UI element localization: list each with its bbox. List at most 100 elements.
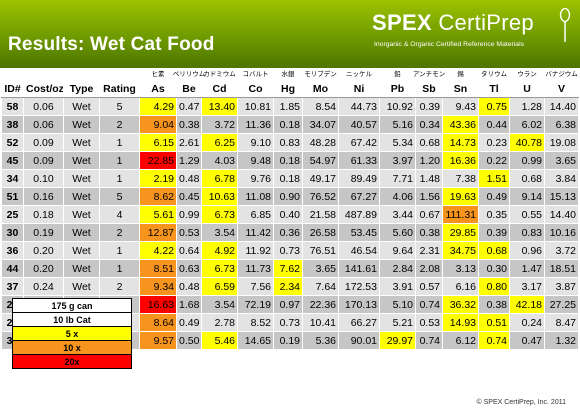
sample-id-cell: 52	[1, 133, 24, 152]
table-cell: 0.49	[176, 313, 202, 332]
table-cell: 43.36	[442, 115, 479, 134]
table-cell: 6.25	[201, 133, 238, 152]
table-cell: Wet	[63, 205, 100, 224]
header-banner: Results: Wet Cat Food SPEX CertiPrep Ino…	[0, 0, 580, 68]
table-cell: 0.18	[273, 151, 303, 170]
table-cell: 1.28	[509, 97, 545, 116]
table-cell: Wet	[63, 169, 100, 188]
table-cell: 3.87	[544, 277, 579, 296]
table-cell: 1	[99, 259, 140, 278]
sample-id-cell: 36	[1, 241, 24, 260]
table-cell: 1.20	[415, 151, 443, 170]
table-cell: 0.16	[23, 187, 64, 206]
legend-item: 10 x	[12, 340, 132, 355]
table-cell: 14.40	[544, 205, 579, 224]
table-cell: 0.74	[415, 331, 443, 350]
table-cell: 22.36	[302, 295, 339, 314]
table-cell: 0.80	[478, 277, 510, 296]
table-cell: 67.42	[338, 133, 380, 152]
table-cell: 0.57	[415, 277, 443, 296]
table-cell: 1.56	[415, 187, 443, 206]
column-header: Hg	[273, 79, 303, 98]
column-header: Rating	[99, 79, 140, 98]
table-cell: 7.56	[237, 277, 274, 296]
table-cell: 10.41	[302, 313, 339, 332]
table-cell: 0.39	[415, 97, 443, 116]
table-cell: 0.53	[415, 313, 443, 332]
table-cell: 5	[99, 187, 140, 206]
table-cell: 8.51	[139, 259, 177, 278]
table-cell: 1.85	[273, 97, 303, 116]
column-header: Type	[63, 79, 100, 98]
table-cell: 4	[99, 205, 140, 224]
table-cell: 0.19	[23, 223, 64, 242]
table-cell: 29.85	[442, 223, 479, 242]
table-cell: 6.12	[442, 331, 479, 350]
column-header: Mo	[302, 79, 339, 98]
table-body: 58 0.06 Wet 5 4.29 0.47 13.40 10.81 1.85 8.54 44.7…	[1, 97, 579, 350]
table-cell: 0.83	[509, 223, 545, 242]
table-cell: 12.87	[139, 223, 177, 242]
table-cell: Wet	[63, 115, 100, 134]
table-cell: 9.04	[139, 115, 177, 134]
element-japanese-name: バナジウム	[545, 71, 578, 78]
table-cell: 111.31	[442, 205, 479, 224]
table-cell: 53.45	[338, 223, 380, 242]
table-cell: 0.47	[176, 97, 202, 116]
column-header: Cd	[201, 79, 238, 98]
table-cell: 0.09	[23, 151, 64, 170]
table-cell: 0.47	[509, 331, 545, 350]
table-cell: 0.18	[273, 169, 303, 188]
table-header-row: ID# Cost/oz Type Rating As Be Cd Co Hg Mo Ni Pb Sb Sn…	[1, 79, 579, 98]
table-cell: 46.54	[338, 241, 380, 260]
table-cell: 5.61	[139, 205, 177, 224]
table-cell: 1	[99, 241, 140, 260]
table-cell: 6.78	[201, 169, 238, 188]
table-cell: 2.61	[176, 133, 202, 152]
table-row: 52 0.09 Wet 1 6.15 2.61 6.25 9.10 0.83 48.28 67.42…	[1, 133, 579, 152]
legend: 175 g can 10 lb Cat 5 x 10 x 20x	[12, 298, 132, 369]
table-cell: 1	[99, 151, 140, 170]
table-cell: 7.38	[442, 169, 479, 188]
table-cell: 34.07	[302, 115, 339, 134]
table-cell: 3.72	[201, 115, 238, 134]
table-cell: 170.13	[338, 295, 380, 314]
table-cell: 5.10	[379, 295, 416, 314]
table-cell: Wet	[63, 259, 100, 278]
table-cell: 40.78	[509, 133, 545, 152]
table-cell: 10.92	[379, 97, 416, 116]
table-cell: 7.62	[273, 259, 303, 278]
table-cell: 0.73	[273, 313, 303, 332]
table-cell: 0.34	[415, 115, 443, 134]
brand-name: SPEX CertiPrep	[372, 10, 534, 36]
table-cell: 3.84	[544, 169, 579, 188]
table-cell: 0.48	[176, 277, 202, 296]
table-cell: 5.21	[379, 313, 416, 332]
table-cell: 0.83	[273, 133, 303, 152]
column-header: Cost/oz	[23, 79, 64, 98]
column-header: Co	[237, 79, 274, 98]
table-cell: 9.43	[442, 97, 479, 116]
table-cell: 76.52	[302, 187, 339, 206]
table-cell: 89.49	[338, 169, 380, 188]
table-cell: 0.73	[273, 241, 303, 260]
table-cell: 1.51	[478, 169, 510, 188]
table-cell: 61.33	[338, 151, 380, 170]
japanese-element-names: ヒ素 ベリリウム カドミウム コバルト 水銀 モリブデン ニッケル 鉛 アンチモン 錫 タリウム ウラ…	[0, 68, 580, 79]
table-cell: 9.64	[379, 241, 416, 260]
element-japanese-name: アンチモン	[412, 71, 446, 78]
column-header: Sb	[415, 79, 443, 98]
table-cell: 11.73	[237, 259, 274, 278]
table-cell: 6.15	[139, 133, 177, 152]
element-japanese-name: ニッケル	[346, 71, 372, 78]
table-cell: 0.96	[509, 241, 545, 260]
table-cell: 3.65	[544, 151, 579, 170]
table-cell: 0.38	[176, 115, 202, 134]
table-cell: 0.67	[415, 205, 443, 224]
table-cell: 11.42	[237, 223, 274, 242]
table-row: 34 0.10 Wet 1 2.19 0.48 6.78 9.76 0.18 49.17 89.49…	[1, 169, 579, 188]
column-header: Tl	[478, 79, 510, 98]
column-header: V	[544, 79, 579, 98]
table-cell: 1.29	[176, 151, 202, 170]
table-cell: 15.13	[544, 187, 579, 206]
